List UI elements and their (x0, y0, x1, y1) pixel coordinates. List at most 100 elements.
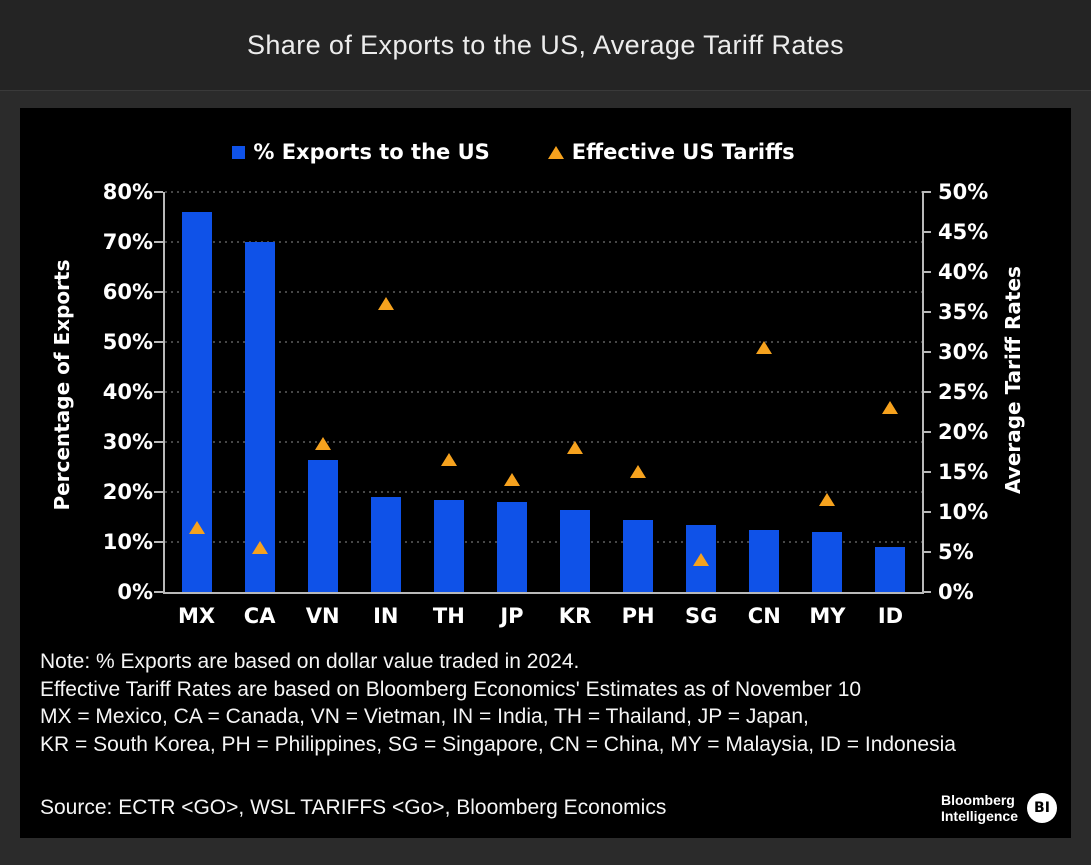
bi-logo-icon: BI (1027, 793, 1057, 823)
triangle-marker-MX (188, 521, 205, 534)
x-label-PH: PH (621, 604, 655, 628)
x-label-VN: VN (305, 604, 340, 628)
triangle-marker-TH (440, 453, 457, 466)
right-tick-label: 30% (938, 340, 989, 364)
left-tick-mark (154, 241, 163, 243)
bar-MX (181, 212, 212, 592)
triangle-marker-CA (251, 541, 268, 554)
x-label-MX: MX (178, 604, 216, 628)
legend-square-icon (232, 145, 246, 159)
left-tick-mark (154, 191, 163, 193)
source-row: Source: ECTR <GO>, WSL TARIFFS <Go>, Blo… (40, 792, 1057, 824)
triangle-marker-SG (693, 553, 710, 566)
chart-panel: % Exports to the US Effective US Tariffs … (20, 108, 1071, 838)
gridline (165, 391, 922, 393)
left-tick-label: 70% (102, 230, 153, 254)
note-line: Note: % Exports are based on dollar valu… (40, 650, 580, 673)
notes-block: Note: % Exports are based on dollar valu… (40, 648, 956, 758)
gridline (165, 491, 922, 493)
right-tick-mark (922, 391, 931, 393)
left-tick-mark (154, 441, 163, 443)
triangle-marker-VN (314, 437, 331, 450)
right-tick-label: 10% (938, 500, 989, 524)
brand-block: Bloomberg Intelligence BI (941, 792, 1057, 824)
right-tick-label: 20% (938, 420, 989, 444)
right-tick-label: 50% (938, 180, 989, 204)
right-tick-mark (922, 591, 931, 593)
legend-label: % Exports to the US (253, 140, 490, 164)
triangle-marker-CN (756, 341, 773, 354)
bar-CA (244, 242, 275, 592)
page-title: Share of Exports to the US, Average Tari… (246, 29, 845, 60)
left-tick-label: 80% (102, 180, 153, 204)
left-tick-mark (154, 541, 163, 543)
right-tick-label: 45% (938, 220, 989, 244)
bar-MY (812, 532, 843, 592)
right-tick-mark (922, 471, 931, 473)
triangle-marker-PH (630, 465, 647, 478)
right-tick-mark (922, 431, 931, 433)
x-label-SG: SG (685, 604, 718, 628)
bar-TH (433, 499, 464, 592)
triangle-marker-KR (567, 441, 584, 454)
x-label-IN: IN (373, 604, 399, 628)
right-tick-mark (922, 511, 931, 513)
left-tick-label: 20% (102, 480, 153, 504)
gridline (165, 441, 922, 443)
note-line: Effective Tariff Rates are based on Bloo… (40, 677, 862, 701)
gridline (165, 341, 922, 343)
triangle-marker-JP (503, 473, 520, 486)
left-tick-mark (154, 491, 163, 493)
right-tick-mark (922, 231, 931, 233)
legend-triangle-icon (547, 145, 564, 159)
left-tick-label: 60% (102, 280, 153, 304)
bar-JP (496, 502, 527, 592)
right-tick-label: 0% (938, 580, 974, 604)
left-tick-label: 40% (102, 380, 153, 404)
right-tick-label: 25% (938, 380, 989, 404)
left-tick-mark (154, 341, 163, 343)
gridline (165, 191, 922, 193)
right-tick-mark (922, 311, 931, 313)
left-tick-label: 0% (117, 580, 153, 604)
right-tick-label: 35% (938, 300, 989, 324)
legend-item: Effective US Tariffs (547, 140, 795, 164)
chart-legend: % Exports to the US Effective US Tariffs (135, 136, 892, 168)
left-tick-mark (154, 591, 163, 593)
source-text: Source: ECTR <GO>, WSL TARIFFS <Go>, Blo… (40, 796, 667, 819)
right-tick-mark (922, 351, 931, 353)
gridline (165, 241, 922, 243)
x-label-ID: ID (877, 604, 904, 628)
x-label-JP: JP (500, 604, 524, 628)
x-label-MY: MY (809, 604, 846, 628)
left-tick-label: 30% (102, 430, 153, 454)
plot-area: MX CA VN IN TH JP KR PH SG CN MY ID (163, 191, 924, 628)
triangle-marker-IN (377, 297, 394, 310)
bar-ID (875, 547, 906, 592)
left-tick-mark (154, 391, 163, 393)
legend-label: Effective US Tariffs (571, 140, 795, 164)
left-tick-label: 10% (102, 530, 153, 554)
triangle-marker-MY (819, 493, 836, 506)
triangle-marker-ID (882, 401, 899, 414)
right-tick-mark (922, 191, 931, 193)
bar-KR (560, 509, 591, 592)
bar-PH (623, 519, 654, 592)
bar-VN (307, 459, 338, 592)
right-tick-mark (922, 551, 931, 553)
left-axis-title: Percentage of Exports (50, 259, 74, 511)
bar-IN (370, 497, 401, 592)
left-tick-mark (154, 291, 163, 293)
x-label-TH: TH (432, 604, 465, 628)
left-tick-label: 50% (102, 330, 153, 354)
title-bar: Share of Exports to the US, Average Tari… (0, 0, 1091, 91)
bar-CN (749, 529, 780, 592)
right-tick-label: 15% (938, 460, 989, 484)
brand-name: Bloomberg Intelligence (940, 792, 1018, 824)
x-label-CN: CN (747, 604, 781, 628)
x-label-KR: KR (558, 604, 592, 628)
right-tick-label: 40% (938, 260, 989, 284)
gridline (165, 541, 922, 543)
legend-item: % Exports to the US (232, 140, 490, 164)
note-line: MX = Mexico, CA = Canada, VN = Vietman, … (40, 705, 809, 728)
